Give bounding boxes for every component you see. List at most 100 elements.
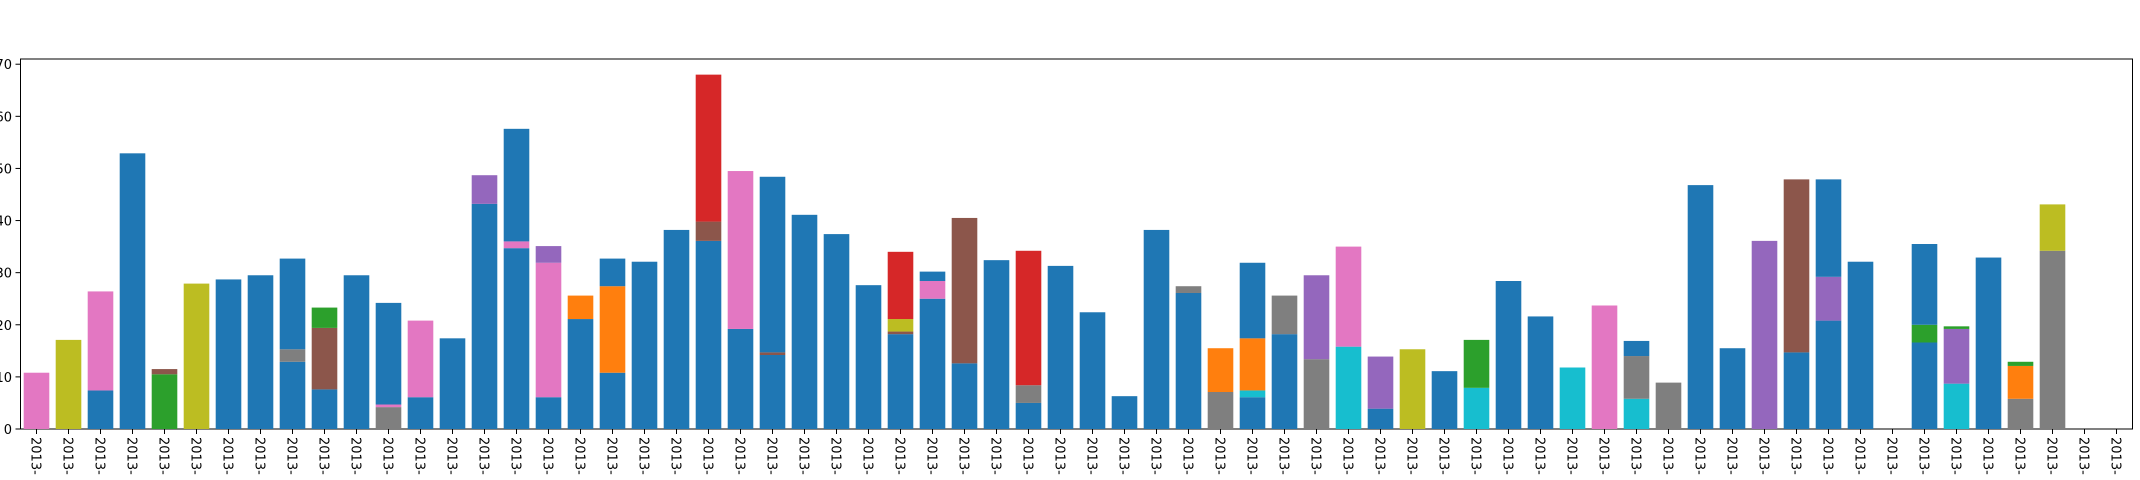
bar-segment [247,275,274,429]
x-tick-label: 2013- [1692,437,1707,475]
bar-segment [2039,250,2066,429]
bar-segment [759,176,786,353]
bar-segment [951,363,978,429]
x-tick-label: 2013- [124,437,139,475]
bar-segment [1335,346,1362,429]
x-tick-label: 2013- [1500,437,1515,475]
bar-segment [311,307,338,328]
bar-segment [1015,385,1042,403]
bar-segment [215,279,242,429]
x-tick-label: 2013- [924,437,939,475]
bar-segment [919,281,946,299]
x-tick-label: 2013- [1372,437,1387,475]
x-tick-label: 2013- [668,437,683,475]
bar-segment [503,241,530,249]
x-tick-label: 2013- [476,437,491,475]
x-tick-label: 2013- [1724,437,1739,475]
bar-segment [1527,316,1554,429]
x-tick-label: 2013- [860,437,875,475]
bar-segment [1271,295,1298,335]
bar-segment [919,298,946,429]
bar-segment [887,319,914,332]
bar-segment [1303,359,1330,429]
bar-segment [1815,320,1842,429]
bar-segment [1239,390,1266,398]
bar-segment [535,397,562,429]
x-tick-label: 2013- [956,437,971,475]
bar-segment [695,74,722,222]
bar-segment [1687,185,1714,429]
y-tick-label: 0 [4,423,12,438]
x-tick-label: 2013- [604,437,619,475]
bar-segment [471,175,498,204]
bars [23,74,2066,429]
bar-segment [279,349,306,362]
bar-segment [1239,262,1266,339]
bar-segment [375,404,402,408]
bar-segment [1911,244,1938,325]
bar-segment [2039,204,2066,251]
x-tick-label: 2013- [1820,437,1835,475]
bar-segment [1783,179,1810,353]
bar-segment [695,221,722,241]
y-tick-label: 50 [0,162,12,177]
bar-segment [1143,229,1170,429]
x-tick-label: 2013- [28,437,43,475]
x-tick-label: 2013- [380,437,395,475]
bar-segment [535,262,562,398]
x-tick-label: 2013- [1180,437,1195,475]
bar-segment [695,240,722,429]
bar-segment [1431,371,1458,429]
y-tick-label: 30 [0,267,12,282]
x-tick-label: 2013- [220,437,235,475]
bar-segment [535,246,562,263]
bar-segment [1591,305,1618,429]
bar-segment [1783,352,1810,429]
x-tick-label: 2013- [796,437,811,475]
x-tick-label: 2013- [1404,437,1419,475]
x-tick-label: 2013- [540,437,555,475]
bar-segment [1943,328,1970,384]
bar-segment [1303,275,1330,360]
bar-segment [567,295,594,320]
x-tick-label: 2013- [188,437,203,475]
bar-segment [759,352,786,355]
y-tick-label: 40 [0,215,12,230]
x-tick-label: 2013- [1756,437,1771,475]
bar-segment [279,361,306,429]
bar-segment [1623,356,1650,399]
bar-segment [1911,324,1938,343]
bar-segment [1943,383,1970,429]
x-tick-label: 2013- [508,437,523,475]
x-tick-label: 2013- [1788,437,1803,475]
bar-segment [1559,367,1586,429]
x-tick-label: 2013- [2076,437,2091,475]
bar-segment [887,334,914,429]
x-tick-label: 2013- [2012,437,2027,475]
bar-segment [1175,292,1202,429]
bar-segment [1239,397,1266,429]
x-tick-label: 2013- [892,437,907,475]
x-tick-label: 2013- [1980,437,1995,475]
bar-segment [343,275,370,429]
bar-segment [823,234,850,429]
bar-segment [87,291,114,391]
x-tick-label: 2013- [636,437,651,475]
bar-segment [2007,365,2034,399]
bar-segment [1911,342,1938,429]
x-tick-label: 2013- [1916,437,1931,475]
bar-segment [407,320,434,398]
x-tick-label: 2013- [1020,437,1035,475]
bar-segment [1015,250,1042,386]
bar-segment [1367,356,1394,409]
x-tick-label: 2013- [828,437,843,475]
x-tick-label: 2013- [1052,437,1067,475]
x-tick-label: 2013- [1852,437,1867,475]
x-tick-label: 2013- [764,437,779,475]
bar-segment [919,271,946,281]
x-tick-label: 2013- [1116,437,1131,475]
bar-segment [759,355,786,429]
plot-frame [20,58,2133,430]
bar-segment [23,372,50,429]
